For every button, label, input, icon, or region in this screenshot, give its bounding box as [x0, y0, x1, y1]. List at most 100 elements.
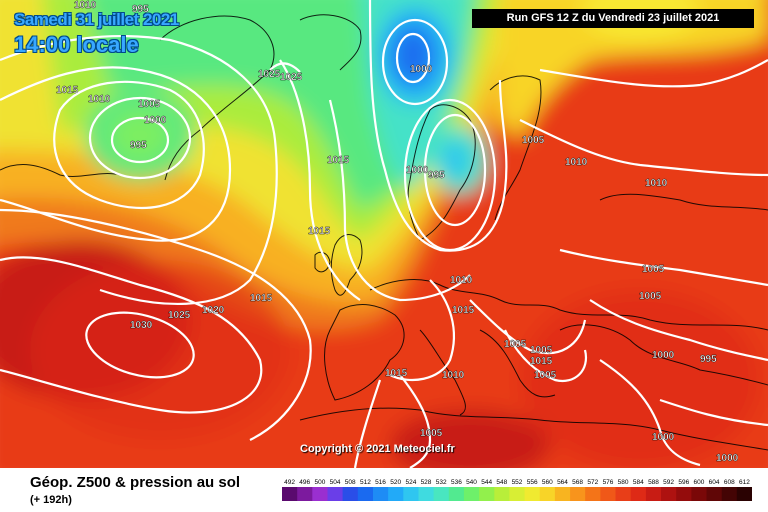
scale-swatch [721, 487, 738, 501]
model-run-banner: Run GFS 12 Z du Vendredi 23 juillet 2021 [472, 9, 754, 28]
scale-swatch [570, 487, 586, 501]
isobar-label: 1030 [130, 320, 153, 331]
scale-label: 524 [405, 479, 416, 486]
scale-label: 572 [587, 479, 598, 486]
scale-swatch [463, 487, 480, 501]
isobar-label: 1005 [639, 291, 662, 302]
scale-label: 540 [466, 479, 477, 486]
scale-swatch [600, 487, 617, 501]
scale-swatch [342, 487, 359, 501]
isobar-label: 1005 [534, 370, 557, 381]
isobar-label: 1025 [258, 69, 281, 80]
scale-label: 596 [678, 479, 689, 486]
scale-swatch [373, 487, 389, 501]
scale-label: 556 [527, 479, 538, 486]
isobars [0, 0, 768, 468]
isobar-label: 1000 [410, 64, 433, 75]
isobar-label: 1005 [522, 135, 545, 146]
isobar-label: 1000 [652, 350, 675, 361]
scale-swatch [676, 487, 692, 501]
copyright-notice: Copyright © 2021 Meteociel.fr [300, 443, 455, 455]
isobar-label: 1000 [144, 115, 167, 126]
isobar-label: 1010 [645, 178, 668, 189]
scale-label: 560 [542, 479, 553, 486]
scale-label: 580 [618, 479, 629, 486]
scale-swatch [736, 487, 752, 501]
isobar-label: 1015 [327, 155, 350, 166]
scale-label: 592 [663, 479, 674, 486]
isobar-label: 1005 [138, 99, 161, 110]
scale-label: 584 [633, 479, 644, 486]
isobar-label: 1025 [168, 310, 191, 321]
isobar-label: 1015 [250, 293, 273, 304]
isobar-label: 995 [132, 4, 149, 15]
scale-label: 568 [572, 479, 583, 486]
scale-swatch [297, 487, 313, 501]
scale-label: 552 [512, 479, 523, 486]
legend-subtitle: (+ 192h) [30, 494, 72, 506]
scale-swatch [479, 487, 495, 501]
scale-swatch [539, 487, 556, 501]
scale-swatch [645, 487, 662, 501]
color-scale: 492 496 500 504 508 512 516 520 524 528 532 536 540 5… [282, 479, 752, 501]
scale-swatch [327, 487, 344, 501]
scale-label: 548 [496, 479, 507, 486]
scale-label: 604 [709, 479, 720, 486]
scale-swatch [357, 487, 374, 501]
isobar-label: 1005 [642, 264, 665, 275]
isobar-label: 995 [700, 354, 717, 365]
scale-swatch [433, 487, 450, 501]
scale-label: 496 [299, 479, 310, 486]
isobar-labels: 1010 995 1015 1010 1005 1000 995 1025 10… [56, 0, 739, 464]
scale-swatch [615, 487, 632, 501]
scale-swatch [554, 487, 571, 501]
isobar-label: 1010 [88, 94, 111, 105]
isobar-label: 1010 [442, 370, 465, 381]
isobar-label: 1015 [385, 368, 408, 379]
scale-swatch [448, 487, 465, 501]
scale-label: 564 [557, 479, 568, 486]
scale-swatch [494, 487, 510, 501]
scale-swatch [661, 487, 677, 501]
scale-swatch [691, 487, 708, 501]
isobar-label: 1015 [56, 85, 79, 96]
scale-swatch [388, 487, 404, 501]
scale-label: 508 [345, 479, 356, 486]
isobar-label: 1005 [530, 345, 553, 356]
legend-title: Géop. Z500 & pression au sol [30, 474, 241, 491]
scale-label: 600 [693, 479, 704, 486]
isobar-label: 1025 [280, 72, 303, 83]
scale-label: 588 [648, 479, 659, 486]
scale-swatch [418, 487, 435, 501]
scale-label: 500 [314, 479, 325, 486]
forecast-time: 14:00 locale [14, 32, 139, 57]
isobar-label: 1000 [716, 453, 739, 464]
scale-label: 536 [451, 479, 462, 486]
scale-swatch [509, 487, 526, 501]
isobar-label: 1015 [530, 356, 553, 367]
isobar-label: 1005 [420, 428, 443, 439]
scale-label: 544 [481, 479, 492, 486]
scale-swatch [706, 487, 723, 501]
isobar-label: 995 [428, 170, 445, 181]
isobar-label: 995 [130, 140, 147, 151]
isobar-label: 1000 [652, 432, 675, 443]
scale-label: 504 [330, 479, 341, 486]
scale-label: 528 [421, 479, 432, 486]
scale-label: 612 [739, 479, 750, 486]
scale-label: 520 [390, 479, 401, 486]
isobar-label: 1010 [450, 275, 473, 286]
scale-swatch [282, 487, 298, 501]
scale-swatch [524, 487, 541, 501]
scale-swatch [585, 487, 601, 501]
scale-label: 512 [360, 479, 371, 486]
scale-swatch [312, 487, 328, 501]
scale-label: 516 [375, 479, 386, 486]
isobar-label: 1010 [74, 0, 97, 11]
scale-label: 576 [603, 479, 614, 486]
isobar-label: 1020 [202, 305, 225, 316]
forecast-date: Samedi 31 juillet 2021 [14, 10, 179, 29]
isobar-label: 1005 [504, 339, 527, 350]
scale-label: 608 [724, 479, 735, 486]
scale-label: 532 [436, 479, 447, 486]
